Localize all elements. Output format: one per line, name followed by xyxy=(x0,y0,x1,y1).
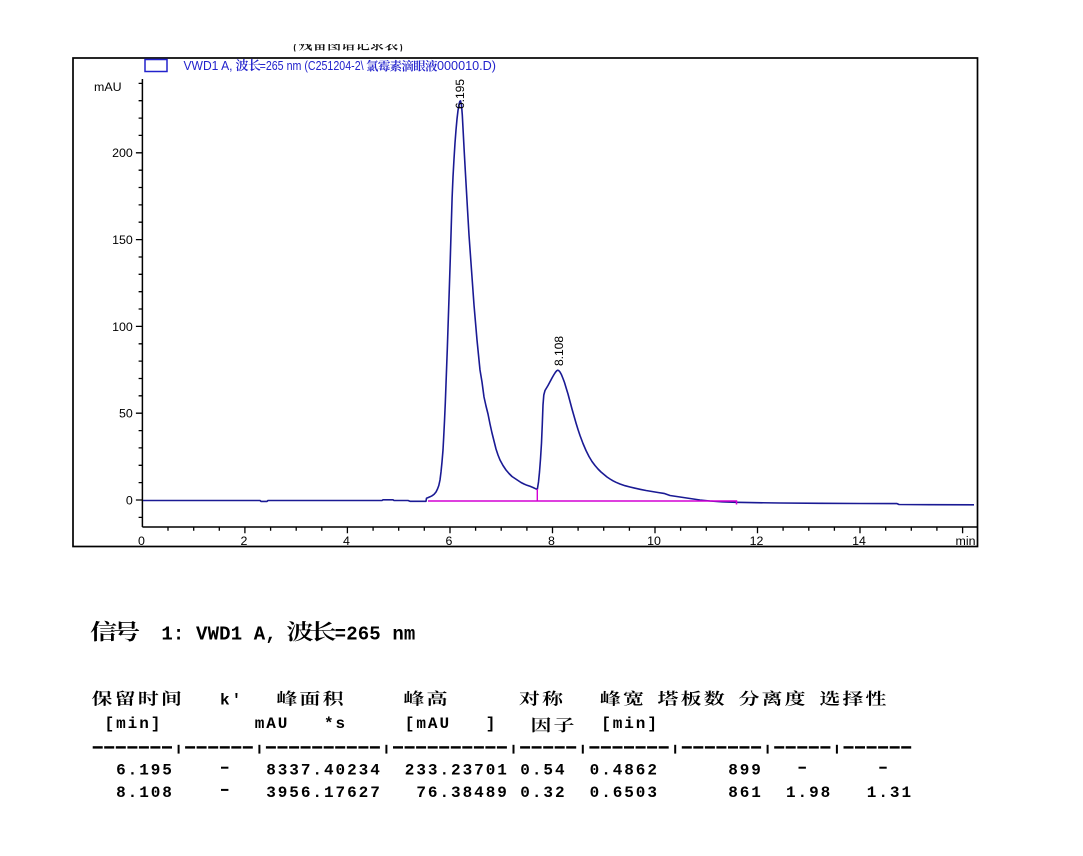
svg-text:000010.D): 000010.D) xyxy=(437,59,496,73)
svg-text:12: 12 xyxy=(750,534,764,548)
svg-text:14: 14 xyxy=(852,534,866,548)
svg-text:=265 nm (C251204-2\: =265 nm (C251204-2\ xyxy=(260,59,364,73)
svg-text:VWD1 A,: VWD1 A, xyxy=(184,59,233,73)
svg-text:(: ( xyxy=(293,40,298,55)
svg-text:min: min xyxy=(956,534,976,548)
svg-text:0: 0 xyxy=(138,534,145,548)
svg-text:10: 10 xyxy=(647,534,661,548)
svg-text:4: 4 xyxy=(343,534,350,548)
svg-text:): ) xyxy=(399,40,403,55)
svg-text:mAU: mAU xyxy=(94,80,122,94)
svg-text:50: 50 xyxy=(119,407,133,421)
svg-text:150: 150 xyxy=(112,233,133,247)
svg-text:8: 8 xyxy=(548,534,555,548)
svg-text:0: 0 xyxy=(126,493,133,507)
svg-text:200: 200 xyxy=(112,146,133,160)
svg-text:2: 2 xyxy=(240,534,247,548)
svg-text:100: 100 xyxy=(112,320,133,334)
svg-text:6: 6 xyxy=(446,534,453,548)
